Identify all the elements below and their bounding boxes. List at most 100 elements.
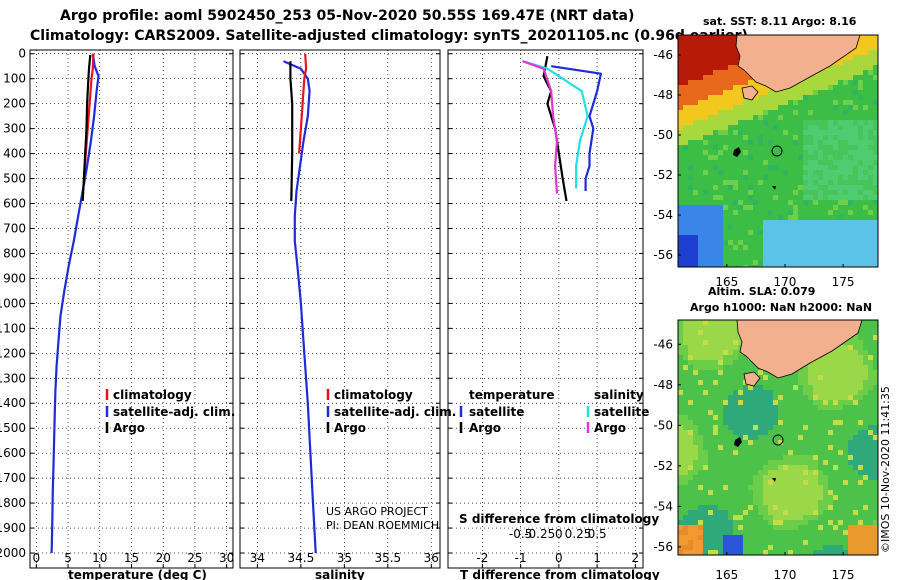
map-pixel (728, 425, 733, 430)
map-pixel (853, 120, 858, 125)
map-pixel (848, 55, 853, 60)
map-pixel (713, 425, 718, 430)
map-pixel (723, 245, 728, 250)
map-pixel (738, 425, 743, 430)
map-pixel (688, 450, 693, 455)
map-pixel (848, 75, 853, 80)
map-pixel (873, 470, 878, 475)
map-pixel (778, 255, 783, 260)
lat-tick-label: -48 (653, 88, 673, 102)
map-pixel (873, 45, 878, 50)
map-pixel (733, 360, 738, 365)
map-pixel (708, 130, 713, 135)
map-pixel (713, 480, 718, 485)
map-pixel (863, 180, 868, 185)
depth-tick-label: 1200 (0, 346, 26, 360)
map-pixel (858, 265, 863, 267)
map-pixel (868, 325, 873, 330)
map-pixel (758, 395, 763, 400)
map-pixel (838, 445, 843, 450)
map-pixel (743, 265, 748, 267)
map-pixel (693, 495, 698, 500)
map-pixel (848, 185, 853, 190)
map-pixel (698, 445, 703, 450)
map-pixel (853, 540, 858, 545)
map-pixel (698, 50, 703, 55)
map-pixel (723, 415, 728, 420)
map-pixel (858, 215, 863, 220)
map-pixel (793, 240, 798, 245)
map-pixel (758, 210, 763, 215)
map-pixel (768, 530, 773, 535)
map-pixel (863, 405, 868, 410)
map-pixel (738, 420, 743, 425)
map-pixel (718, 170, 723, 175)
map-pixel (768, 250, 773, 255)
map-pixel (863, 515, 868, 520)
map-pixel (818, 500, 823, 505)
map-pixel (793, 435, 798, 440)
map-pixel (688, 195, 693, 200)
map-pixel (863, 355, 868, 360)
map-pixel (708, 420, 713, 425)
map-pixel (708, 430, 713, 435)
map-pixel (683, 415, 688, 420)
map-pixel (763, 460, 768, 465)
map-pixel (828, 70, 833, 75)
map-pixel (848, 365, 853, 370)
map-pixel (708, 265, 713, 267)
map-pixel (813, 435, 818, 440)
map-pixel (828, 140, 833, 145)
map-pixel (723, 195, 728, 200)
map-pixel (698, 395, 703, 400)
map-pixel (813, 95, 818, 100)
map-pixel (863, 190, 868, 195)
map-pixel (713, 445, 718, 450)
map-pixel (848, 65, 853, 70)
map-pixel (828, 150, 833, 155)
map-pixel (703, 220, 708, 225)
legend-t-argo: Argo (469, 421, 501, 435)
map-pixel (828, 400, 833, 405)
map-pixel (763, 530, 768, 535)
map-pixel (723, 520, 728, 525)
map-pixel (738, 540, 743, 545)
map-pixel (768, 185, 773, 190)
map-pixel (698, 155, 703, 160)
map-pixel (743, 230, 748, 235)
map-pixel (678, 40, 683, 45)
map-pixel (828, 520, 833, 525)
map-pixel (693, 430, 698, 435)
map-pixel (828, 485, 833, 490)
map-pixel (788, 545, 793, 550)
map-pixel (743, 130, 748, 135)
map-pixel (798, 265, 803, 267)
map-pixel (793, 410, 798, 415)
map-pixel (808, 260, 813, 265)
map-pixel (803, 475, 808, 480)
map-pixel (853, 345, 858, 350)
map-pixel (693, 235, 698, 240)
map-pixel (818, 225, 823, 230)
map-pixel (833, 540, 838, 545)
map-pixel (723, 505, 728, 510)
map-pixel (748, 155, 753, 160)
map-pixel (763, 380, 768, 385)
map-pixel (708, 75, 713, 80)
map-pixel (823, 100, 828, 105)
map-pixel (793, 165, 798, 170)
map-pixel (833, 175, 838, 180)
map-pixel (778, 490, 783, 495)
map-pixel (693, 100, 698, 105)
series-line-argo (81, 54, 92, 202)
map-pixel (803, 400, 808, 405)
map-pixel (858, 410, 863, 415)
map-pixel (858, 130, 863, 135)
map-pixel (748, 125, 753, 130)
map-pixel (798, 535, 803, 540)
map-pixel (848, 190, 853, 195)
map-pixel (818, 195, 823, 200)
map-pixel (838, 110, 843, 115)
map-pixel (808, 150, 813, 155)
map-pixel (678, 110, 683, 115)
